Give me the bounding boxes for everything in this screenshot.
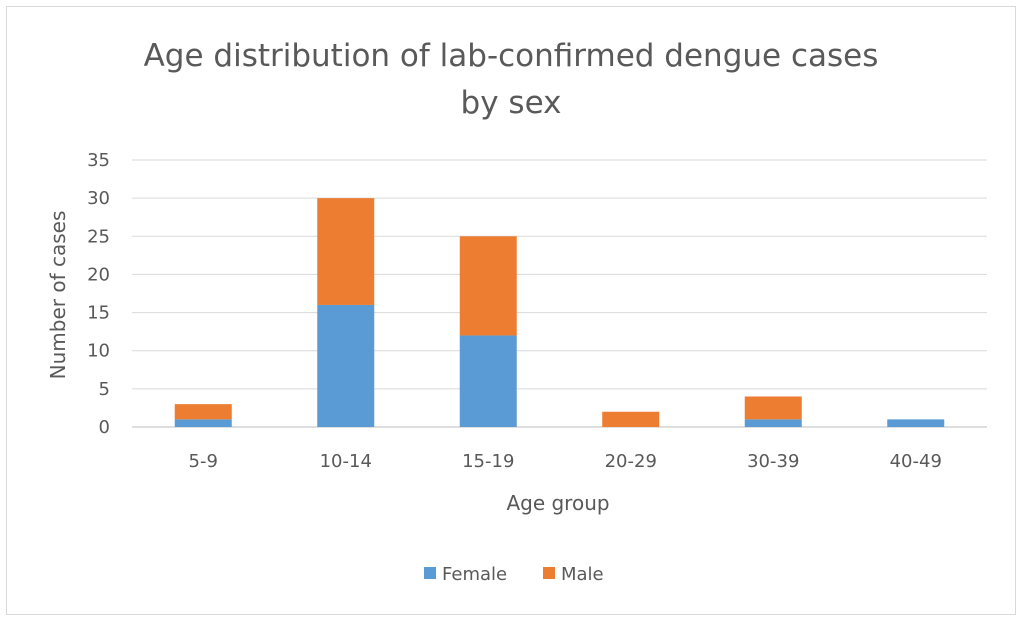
legend-swatch-male [543,567,555,579]
bar-male [602,411,660,427]
x-tick-label: 20-29 [605,451,657,472]
y-tick-label: 25 [87,226,110,247]
legend-label-female: Female [442,564,507,585]
y-tick-label: 5 [99,379,110,400]
x-axis-title: Age group [506,491,609,515]
gridlines [132,159,987,428]
chart-title-line-2: by sex [461,85,562,121]
y-tick-label: 30 [87,188,110,209]
y-axis-title: Number of cases [46,211,70,380]
bar-female [744,419,802,427]
bar-female [887,419,945,427]
bar-male [174,404,232,420]
y-tick-label: 15 [87,303,110,324]
y-tick-label: 10 [87,341,110,362]
y-tick-label: 0 [99,417,110,438]
x-tick-label: 5-9 [189,451,218,472]
bar-female [174,419,232,427]
y-tick-label: 20 [87,264,110,285]
bars [174,198,945,427]
bar-female [459,335,517,427]
legend: Female Male [424,564,604,585]
chart-title-line-1: Age distribution of lab-confirmed dengue… [144,38,879,74]
legend-swatch-female [424,567,436,579]
y-tick-labels: 0 5 10 15 20 25 30 35 [87,150,110,438]
x-tick-label: 30-39 [747,451,799,472]
x-tick-label: 40-49 [890,451,942,472]
bar-female [317,304,375,427]
x-tick-labels: 5-9 10-14 15-19 20-29 30-39 40-49 [189,451,942,472]
x-tick-label: 15-19 [462,451,514,472]
y-tick-label: 35 [87,150,110,171]
bar-male [317,198,375,305]
bar-male [744,396,802,420]
x-tick-label: 10-14 [320,451,372,472]
bar-male [459,236,517,336]
legend-label-male: Male [561,564,604,585]
